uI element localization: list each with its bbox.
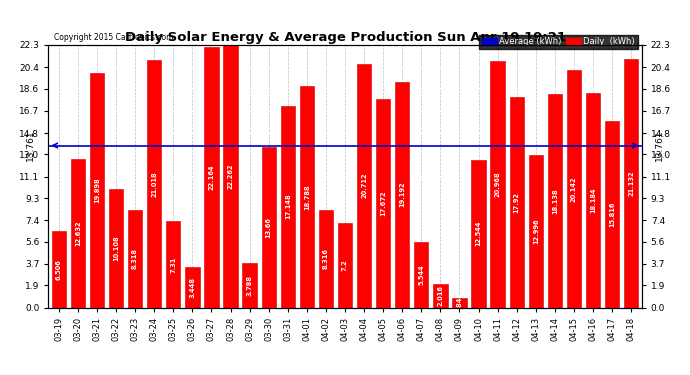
Text: 7.2: 7.2 (342, 259, 348, 271)
Bar (204, 46, 219, 308)
Text: 13.761: 13.761 (656, 130, 664, 161)
Bar (586, 93, 600, 308)
Bar (109, 189, 124, 308)
Bar (319, 210, 333, 308)
Bar (338, 223, 352, 308)
Text: 17.92: 17.92 (514, 192, 520, 213)
Bar (414, 242, 428, 308)
Text: 20.142: 20.142 (571, 176, 577, 202)
Text: 22.164: 22.164 (208, 164, 215, 190)
Text: 12.544: 12.544 (475, 221, 482, 246)
Text: 3.788: 3.788 (246, 275, 253, 296)
Bar (566, 70, 581, 308)
Text: 19.898: 19.898 (94, 178, 100, 203)
Text: 2.016: 2.016 (437, 285, 444, 306)
Bar (299, 86, 314, 308)
Bar (357, 64, 371, 308)
Bar (471, 160, 486, 308)
Text: 5.544: 5.544 (418, 264, 424, 285)
Bar (224, 45, 237, 308)
Bar (185, 267, 199, 308)
Text: 19.192: 19.192 (400, 182, 405, 207)
Text: 20.712: 20.712 (361, 173, 367, 198)
Text: 15.816: 15.816 (609, 202, 615, 227)
Text: 12.996: 12.996 (533, 218, 539, 244)
Title: Daily Solar Energy & Average Production Sun Apr 19 19:21: Daily Solar Energy & Average Production … (124, 31, 566, 44)
Bar (491, 61, 505, 308)
Text: 6.506: 6.506 (56, 259, 62, 280)
Text: 12.632: 12.632 (75, 220, 81, 246)
Bar (510, 96, 524, 308)
Text: 17.672: 17.672 (380, 190, 386, 216)
Bar (52, 231, 66, 308)
Text: 18.184: 18.184 (590, 188, 596, 213)
Text: 13.66: 13.66 (266, 217, 272, 238)
Text: 21.018: 21.018 (151, 171, 157, 196)
Text: 8.318: 8.318 (132, 248, 138, 269)
Bar (624, 59, 638, 308)
Bar (376, 99, 391, 308)
Text: 17.148: 17.148 (285, 194, 290, 219)
Text: 22.262: 22.262 (228, 164, 233, 189)
Text: 18.138: 18.138 (552, 188, 558, 213)
Bar (529, 154, 543, 308)
Text: 18.788: 18.788 (304, 184, 310, 210)
Text: 7.31: 7.31 (170, 256, 176, 273)
Bar (128, 210, 142, 308)
Text: 20.968: 20.968 (495, 171, 501, 197)
Bar (281, 106, 295, 308)
Text: Copyright 2015 Cartronics.com: Copyright 2015 Cartronics.com (55, 33, 174, 42)
Text: 3.448: 3.448 (189, 277, 195, 298)
Text: 8.316: 8.316 (323, 248, 329, 269)
Text: 21.132: 21.132 (628, 170, 634, 196)
Bar (90, 73, 104, 308)
Bar (548, 94, 562, 308)
Bar (453, 298, 466, 307)
Bar (433, 284, 448, 308)
Bar (262, 147, 276, 308)
Bar (147, 60, 161, 308)
Bar (70, 159, 85, 308)
Text: 13.761: 13.761 (26, 130, 34, 161)
Text: 0.844: 0.844 (457, 292, 462, 313)
Legend: Average (kWh), Daily  (kWh): Average (kWh), Daily (kWh) (480, 35, 638, 49)
Text: 10.108: 10.108 (113, 235, 119, 261)
Bar (395, 82, 409, 308)
Bar (166, 222, 180, 308)
Bar (242, 263, 257, 308)
Bar (605, 122, 620, 308)
